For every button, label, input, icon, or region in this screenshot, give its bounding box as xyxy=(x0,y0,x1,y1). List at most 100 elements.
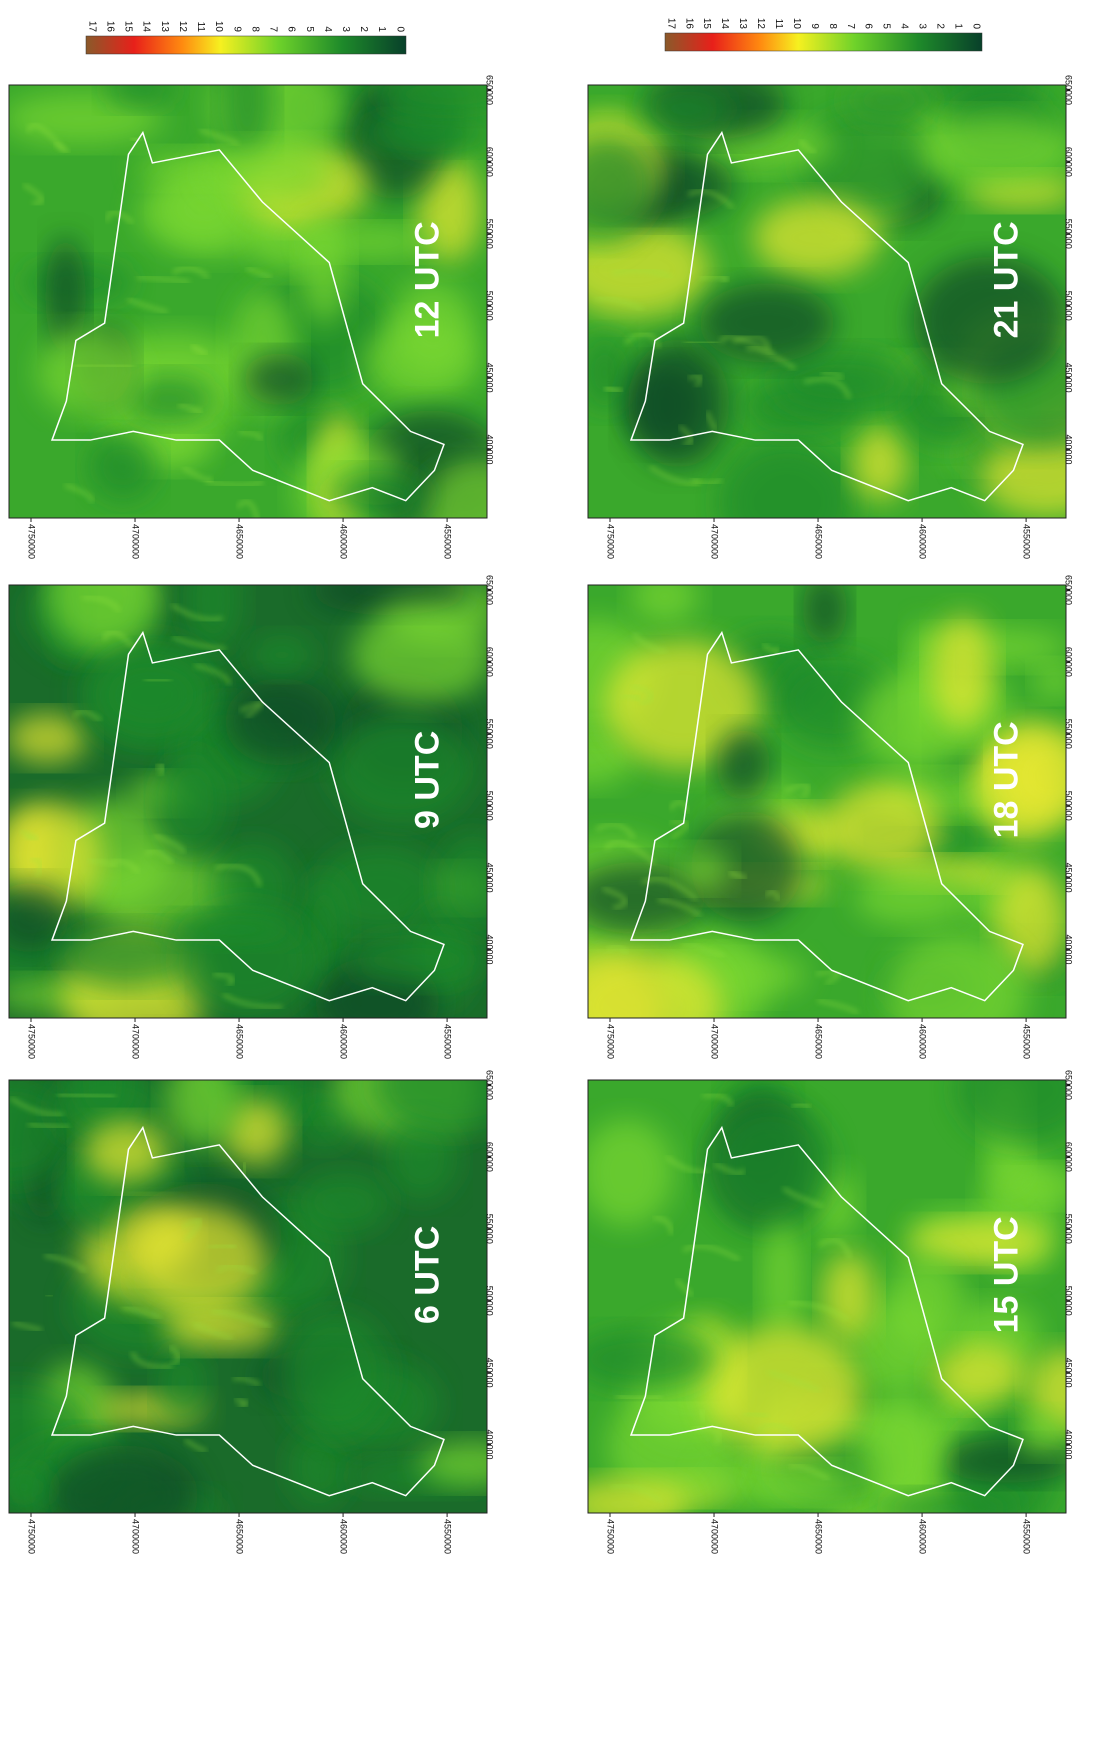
x-tick-label: 4600000 xyxy=(918,1519,928,1554)
field-blob xyxy=(47,585,158,651)
colorbar: 17 16 15 14 13 12 11 10 9 8 7 6 5 4 3 2 1 0 xyxy=(85,21,407,55)
field-blob xyxy=(69,1080,136,1130)
colorbar-label: 1 xyxy=(952,23,963,29)
field-streak xyxy=(74,363,134,368)
x-tick-label: 4700000 xyxy=(710,1519,720,1554)
field-streak xyxy=(803,377,851,400)
colorbar-label: 0 xyxy=(394,26,405,32)
colorbar-label: 13 xyxy=(159,21,170,33)
field-streak xyxy=(172,266,210,279)
field-streak xyxy=(184,1438,207,1453)
field-streak xyxy=(688,374,703,388)
field-blob xyxy=(888,1253,964,1349)
field-streak xyxy=(144,849,174,865)
field-streak xyxy=(27,1122,70,1129)
field-streak xyxy=(788,1301,849,1322)
field-streak xyxy=(762,643,780,654)
field-streak xyxy=(595,822,636,839)
field-blob xyxy=(912,256,1066,385)
y-tick-label: 400000 xyxy=(1064,1430,1074,1460)
colorbar-label: 16 xyxy=(104,21,115,33)
colorbar-label: 9 xyxy=(809,23,820,29)
field-blob xyxy=(851,426,908,502)
map-panel: 15 UTC 4750000 4700000 4650000 4600000 455000… xyxy=(587,1070,1074,1554)
y-tick-label: 650000 xyxy=(485,75,495,105)
y-tick-label: 500000 xyxy=(1064,291,1074,321)
field-streak xyxy=(653,1215,673,1235)
y-tick-label: 400000 xyxy=(485,435,495,465)
field-blob xyxy=(88,433,157,501)
field-blob xyxy=(280,1312,391,1437)
field-blob xyxy=(123,374,215,424)
y-tick-label: 500000 xyxy=(485,291,495,321)
y-tick-label: 650000 xyxy=(485,1070,495,1100)
region-outline xyxy=(50,130,445,502)
region-outline xyxy=(629,130,1024,502)
field-streak xyxy=(699,275,729,283)
field-streak xyxy=(171,603,224,622)
field-streak xyxy=(746,346,796,370)
field-streak xyxy=(604,840,656,865)
colorbar-label: 15 xyxy=(123,21,134,33)
field-blob xyxy=(328,470,427,518)
field-streak xyxy=(624,332,661,349)
field-blob xyxy=(698,283,836,363)
x-tick-label: 4750000 xyxy=(27,524,37,559)
colorbar-label: 9 xyxy=(231,26,242,32)
map-panel: 12 UTC 4750000 4700000 4650000 4600000 455000… xyxy=(8,75,495,559)
field-blob xyxy=(774,350,914,413)
colorbar-label: 4 xyxy=(322,26,333,32)
colorbar-label: 17 xyxy=(665,18,676,30)
colorbar-label: 5 xyxy=(304,26,315,32)
field-blob xyxy=(980,435,1066,517)
field-streak xyxy=(214,864,262,887)
field-blob xyxy=(716,728,771,802)
field-blob xyxy=(351,607,487,704)
field-streak xyxy=(604,385,624,393)
colorbar-label: 11 xyxy=(195,22,206,33)
panel-label: 15 UTC xyxy=(988,1216,1026,1333)
field-blob xyxy=(802,585,848,646)
field-streak xyxy=(687,189,734,209)
field-streak xyxy=(616,1394,662,1401)
y-tick-label: 400000 xyxy=(485,935,495,965)
field-streak xyxy=(136,275,190,284)
field-blob xyxy=(435,833,487,935)
x-tick-label: 4650000 xyxy=(814,524,824,559)
y-tick-label: 550000 xyxy=(1064,219,1074,249)
field-streak xyxy=(681,943,725,958)
y-tick-label: 400000 xyxy=(1064,435,1074,465)
y-tick-label: 500000 xyxy=(485,1286,495,1316)
field-streak xyxy=(817,998,860,1015)
colorbar-label: 5 xyxy=(881,23,892,29)
x-tick-label: 4650000 xyxy=(814,1519,824,1554)
field-streak xyxy=(612,268,673,279)
field-blob xyxy=(220,85,274,161)
panel-frame xyxy=(8,1079,488,1514)
field-streak xyxy=(22,183,44,205)
field-blob xyxy=(416,158,482,262)
field-streak xyxy=(232,1376,261,1387)
y-tick-label: 600000 xyxy=(485,1142,495,1172)
colorbar-label: 7 xyxy=(268,26,279,32)
x-tick-label: 4550000 xyxy=(443,524,453,559)
colorbar-label: 4 xyxy=(899,23,910,29)
panel-frame xyxy=(587,84,1067,519)
field-blob xyxy=(157,1347,208,1419)
field-streak xyxy=(692,1426,721,1445)
field-blob xyxy=(797,110,943,214)
field-blob xyxy=(183,585,244,653)
field-blob xyxy=(994,866,1066,976)
field-streak xyxy=(821,371,844,380)
field-streak xyxy=(238,430,263,442)
field-streak xyxy=(632,632,667,654)
field-blob xyxy=(59,925,197,988)
y-tick-label: 650000 xyxy=(1064,75,1074,105)
field-streak xyxy=(9,1096,64,1117)
field-blob xyxy=(330,714,475,824)
field-blob xyxy=(391,280,475,374)
y-tick-label: 600000 xyxy=(485,147,495,177)
y-tick-label: 400000 xyxy=(485,1430,495,1460)
field-streak xyxy=(245,266,273,279)
colorbar-label: 8 xyxy=(249,26,260,32)
